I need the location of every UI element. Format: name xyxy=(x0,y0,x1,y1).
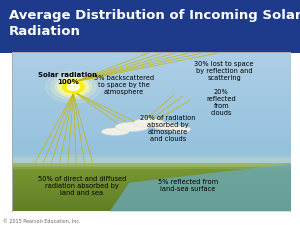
Circle shape xyxy=(63,81,84,93)
Circle shape xyxy=(67,83,80,90)
Text: © 2015 Pearson Education, Inc.: © 2015 Pearson Education, Inc. xyxy=(3,219,80,224)
Text: 20%
reflected
from
clouds: 20% reflected from clouds xyxy=(206,89,236,116)
Text: 30% lost to space
by reflection and
scattering: 30% lost to space by reflection and scat… xyxy=(194,61,254,81)
Text: Solar radiation
100%: Solar radiation 100% xyxy=(38,72,97,86)
Circle shape xyxy=(55,76,92,97)
Ellipse shape xyxy=(168,126,190,133)
Ellipse shape xyxy=(134,119,164,127)
Circle shape xyxy=(46,71,101,103)
Circle shape xyxy=(51,74,96,100)
Circle shape xyxy=(58,78,89,96)
Ellipse shape xyxy=(153,122,178,130)
Ellipse shape xyxy=(101,128,129,135)
Ellipse shape xyxy=(115,122,149,131)
Text: Average Distribution of Incoming Solar
Radiation: Average Distribution of Incoming Solar R… xyxy=(9,9,300,38)
Text: 50% of direct and diffused
radiation absorbed by
land and sea: 50% of direct and diffused radiation abs… xyxy=(38,176,126,196)
Text: 5% backscattered
to space by the
atmosphere: 5% backscattered to space by the atmosph… xyxy=(94,75,154,95)
Text: 5% reflected from
land-sea surface: 5% reflected from land-sea surface xyxy=(158,180,218,192)
Text: 20% of radiation
absorbed by
atmosphere
and clouds: 20% of radiation absorbed by atmosphere … xyxy=(140,115,196,142)
Polygon shape xyxy=(110,164,291,211)
